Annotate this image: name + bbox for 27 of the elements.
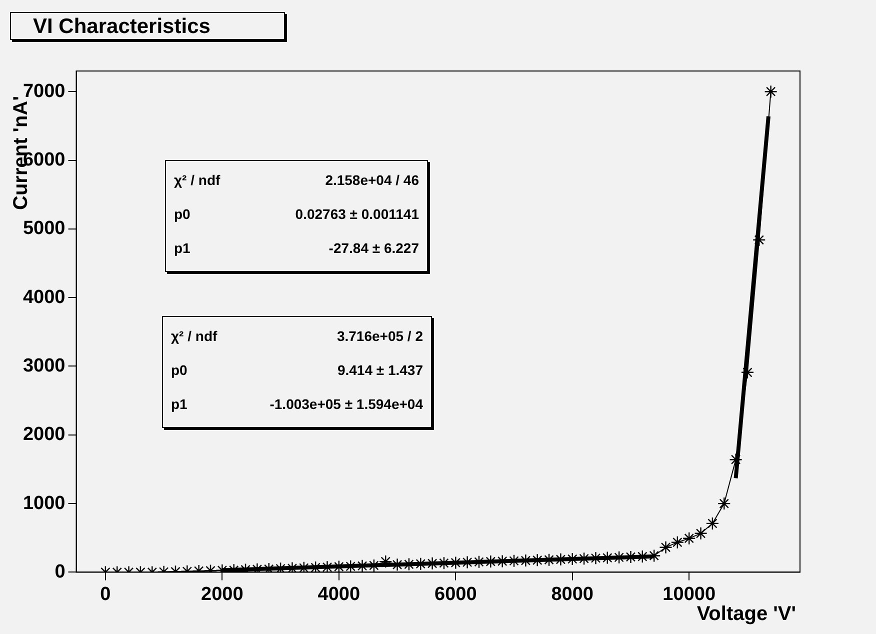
y-tick-label: 7000	[22, 80, 66, 102]
annotation: p1	[174, 239, 190, 258]
x-tick-label: 6000	[434, 584, 477, 605]
annotation: 3.716e+05 / 2	[336, 327, 423, 346]
annotation: 0.02763 ± 0.001141	[295, 205, 419, 224]
annotation: p0	[171, 361, 188, 380]
x-tick-label: 8000	[551, 584, 594, 605]
annotation: χ² / ndf	[174, 171, 220, 190]
y-tick-label: 0	[54, 561, 66, 582]
y-tick-label: 1000	[22, 492, 66, 514]
annotation: χ² / ndf	[171, 327, 218, 346]
annotation: -1.003e+05 ± 1.594e+04	[270, 395, 423, 414]
y-tick-label: 4000	[22, 286, 66, 308]
x-tick-label: 2000	[201, 584, 244, 605]
annotation: 2.158e+04 / 46	[325, 171, 419, 190]
x-tick-label: 10000	[662, 584, 716, 605]
y-tick-label: 2000	[22, 424, 66, 446]
annotation: p0	[174, 205, 190, 224]
y-tick-label: 5000	[22, 218, 66, 240]
x-tick-label: 0	[100, 584, 111, 605]
x-tick-label: 4000	[318, 584, 360, 605]
annotation: 9.414 ± 1.437	[337, 361, 423, 380]
y-tick-label: 3000	[22, 355, 66, 376]
x-axis-title: Voltage 'V'	[696, 603, 796, 626]
chart-title: VI Characteristics	[10, 12, 285, 40]
annotation: -27.84 ± 6.227	[328, 239, 419, 258]
annotation: p1	[171, 395, 188, 414]
